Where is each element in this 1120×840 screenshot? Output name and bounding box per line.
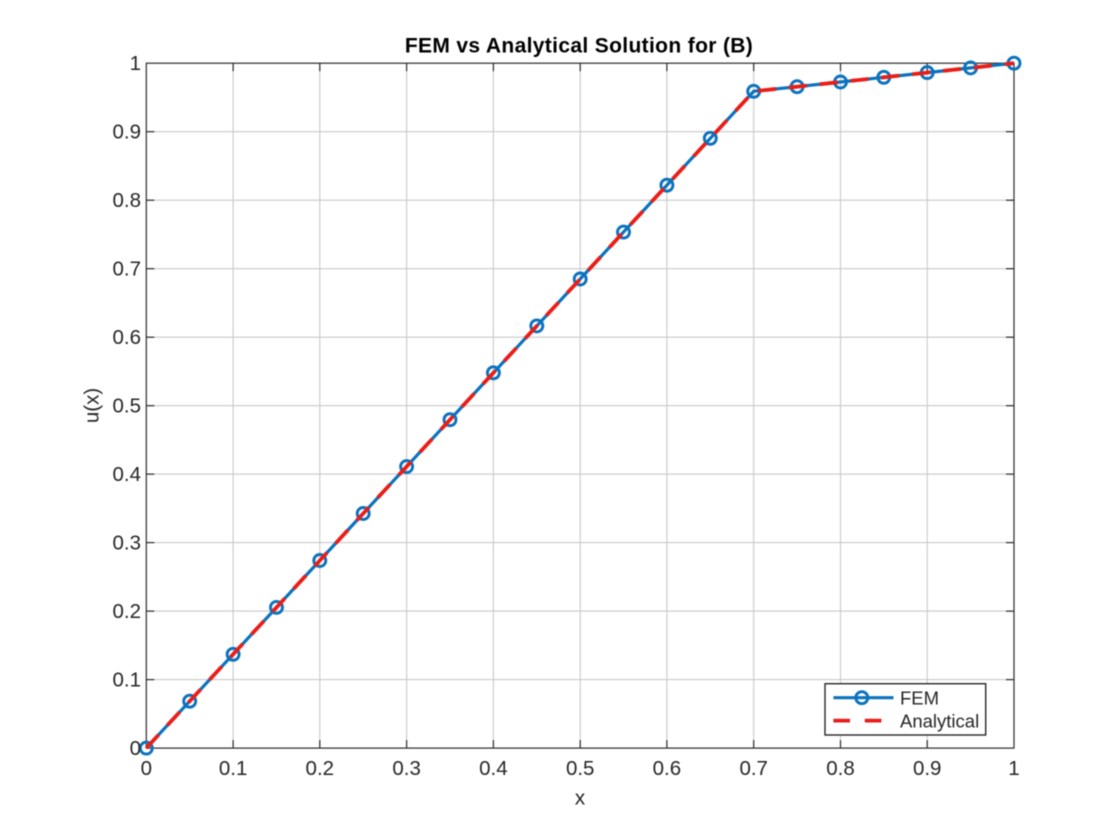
svg-text:0: 0: [141, 757, 152, 780]
svg-text:0.7: 0.7: [739, 757, 768, 780]
svg-text:x: x: [575, 787, 586, 810]
svg-text:FEM vs Analytical Solution for: FEM vs Analytical Solution for (B): [405, 35, 753, 58]
svg-text:0.2: 0.2: [113, 600, 142, 623]
svg-text:0.5: 0.5: [113, 395, 142, 418]
svg-text:0.5: 0.5: [566, 757, 595, 780]
svg-text:0.8: 0.8: [113, 189, 142, 212]
svg-text:0.3: 0.3: [113, 532, 142, 555]
svg-text:0.1: 0.1: [113, 669, 142, 692]
svg-text:0.2: 0.2: [306, 757, 335, 780]
svg-text:u(x): u(x): [81, 388, 104, 423]
svg-text:0.3: 0.3: [392, 757, 421, 780]
svg-text:FEM: FEM: [900, 688, 939, 709]
svg-text:Analytical: Analytical: [900, 711, 979, 732]
svg-text:0: 0: [130, 737, 141, 760]
svg-text:0.7: 0.7: [113, 258, 142, 281]
svg-text:0.6: 0.6: [113, 326, 142, 349]
svg-text:0.1: 0.1: [219, 757, 248, 780]
svg-text:0.9: 0.9: [913, 757, 942, 780]
svg-text:0.4: 0.4: [113, 463, 142, 486]
svg-text:0.9: 0.9: [113, 121, 142, 144]
svg-text:0.6: 0.6: [653, 757, 682, 780]
svg-text:0.8: 0.8: [826, 757, 855, 780]
svg-text:1: 1: [130, 52, 141, 75]
svg-text:1: 1: [1008, 757, 1019, 780]
svg-text:0.4: 0.4: [479, 757, 508, 780]
